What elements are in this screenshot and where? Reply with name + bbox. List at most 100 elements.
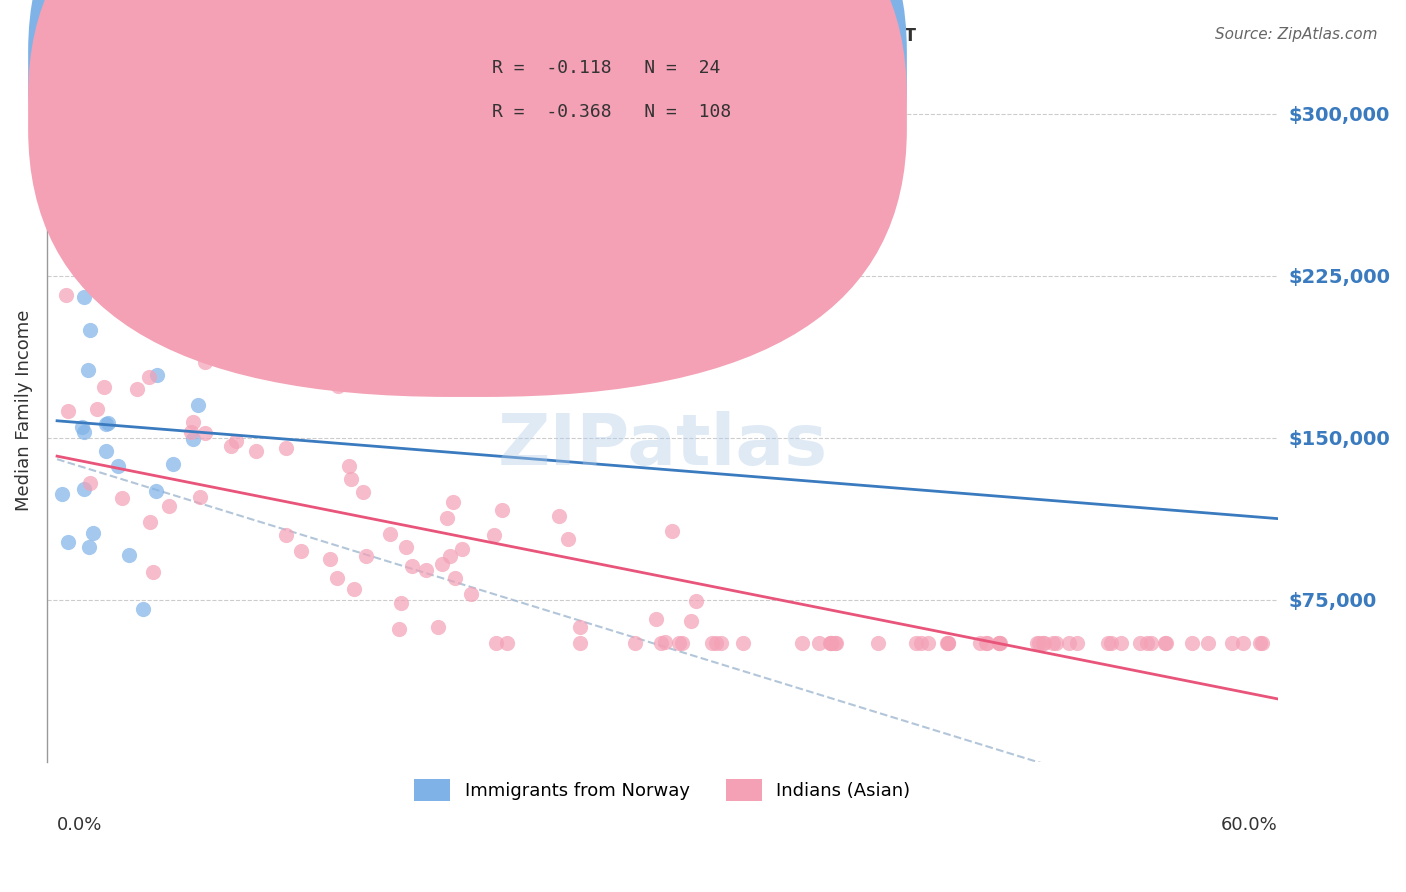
Point <box>337 458 360 473</box>
Point <box>1220 636 1243 650</box>
Point <box>146 368 169 383</box>
Point <box>661 524 683 538</box>
Point <box>58 534 80 549</box>
Point <box>111 491 134 505</box>
Point <box>395 540 418 554</box>
Point <box>496 636 519 650</box>
Point <box>180 425 202 439</box>
Point <box>72 290 94 304</box>
Point <box>988 636 1011 650</box>
Point <box>94 417 117 431</box>
Legend: Immigrants from Norway, Indians (Asian): Immigrants from Norway, Indians (Asian) <box>406 772 918 809</box>
Point <box>1140 636 1163 650</box>
Point <box>548 508 571 523</box>
Point <box>436 511 458 525</box>
Point <box>568 636 591 650</box>
Point <box>142 566 165 580</box>
Point <box>1057 636 1080 650</box>
Point <box>917 636 939 650</box>
Point <box>668 636 690 650</box>
Point <box>904 636 927 650</box>
Point <box>145 483 167 498</box>
Point <box>988 636 1011 650</box>
Point <box>354 549 377 564</box>
Point <box>1181 636 1204 650</box>
Point <box>439 549 461 564</box>
Point <box>77 540 100 554</box>
Point <box>1025 636 1047 650</box>
Point <box>1232 636 1254 650</box>
Point <box>976 636 998 650</box>
Point <box>188 491 211 505</box>
Point <box>340 472 363 486</box>
Point <box>709 636 731 650</box>
Point <box>1028 636 1050 650</box>
Point <box>51 487 73 501</box>
Point <box>97 416 120 430</box>
Text: R =  -0.368   N =  108: R = -0.368 N = 108 <box>492 103 731 121</box>
Point <box>824 636 846 650</box>
Point <box>157 499 180 513</box>
Point <box>94 443 117 458</box>
Point <box>132 601 155 615</box>
Point <box>1033 636 1056 650</box>
Point <box>976 636 998 650</box>
Point <box>1136 636 1159 650</box>
Point <box>1099 636 1122 650</box>
Point <box>790 636 813 650</box>
Point <box>107 459 129 474</box>
Point <box>868 636 890 650</box>
Text: IMMIGRANTS FROM NORWAY VS INDIAN (ASIAN) MEDIAN FAMILY INCOME CORRELATION CHART: IMMIGRANTS FROM NORWAY VS INDIAN (ASIAN)… <box>28 27 917 45</box>
Point <box>935 636 957 650</box>
Point <box>681 614 703 628</box>
Point <box>569 620 592 634</box>
Point <box>187 398 209 412</box>
Point <box>969 636 991 650</box>
Point <box>460 587 482 601</box>
Point <box>432 558 454 572</box>
Point <box>1097 636 1119 650</box>
Point <box>79 475 101 490</box>
Point <box>427 620 450 634</box>
Point <box>290 544 312 558</box>
Point <box>936 636 959 650</box>
Point <box>444 571 467 585</box>
Point <box>77 363 100 377</box>
Point <box>1066 636 1088 650</box>
Point <box>378 527 401 541</box>
Point <box>181 415 204 429</box>
Point <box>139 516 162 530</box>
Point <box>441 495 464 509</box>
Point <box>162 457 184 471</box>
Point <box>733 636 755 650</box>
Point <box>491 502 513 516</box>
Point <box>1032 636 1054 650</box>
Point <box>1042 636 1064 650</box>
Point <box>326 379 349 393</box>
Point <box>391 596 413 610</box>
Point <box>807 636 830 650</box>
Point <box>644 612 666 626</box>
Point <box>352 485 374 500</box>
Point <box>125 382 148 396</box>
Point <box>623 636 645 650</box>
Point <box>194 355 217 369</box>
Point <box>987 636 1010 650</box>
Point <box>343 582 366 597</box>
Point <box>1249 636 1271 650</box>
Point <box>401 558 423 573</box>
Point <box>79 322 101 336</box>
Text: Source: ZipAtlas.com: Source: ZipAtlas.com <box>1215 27 1378 42</box>
Point <box>73 482 96 496</box>
Point <box>55 287 77 301</box>
Point <box>326 571 349 585</box>
Point <box>1197 636 1219 650</box>
Point <box>451 541 474 556</box>
Text: R =  -0.118   N =  24: R = -0.118 N = 24 <box>492 59 720 77</box>
Point <box>1251 636 1274 650</box>
Point <box>70 420 93 434</box>
Point <box>820 636 842 650</box>
Point <box>482 528 505 542</box>
Point <box>276 441 298 455</box>
Point <box>654 635 676 649</box>
